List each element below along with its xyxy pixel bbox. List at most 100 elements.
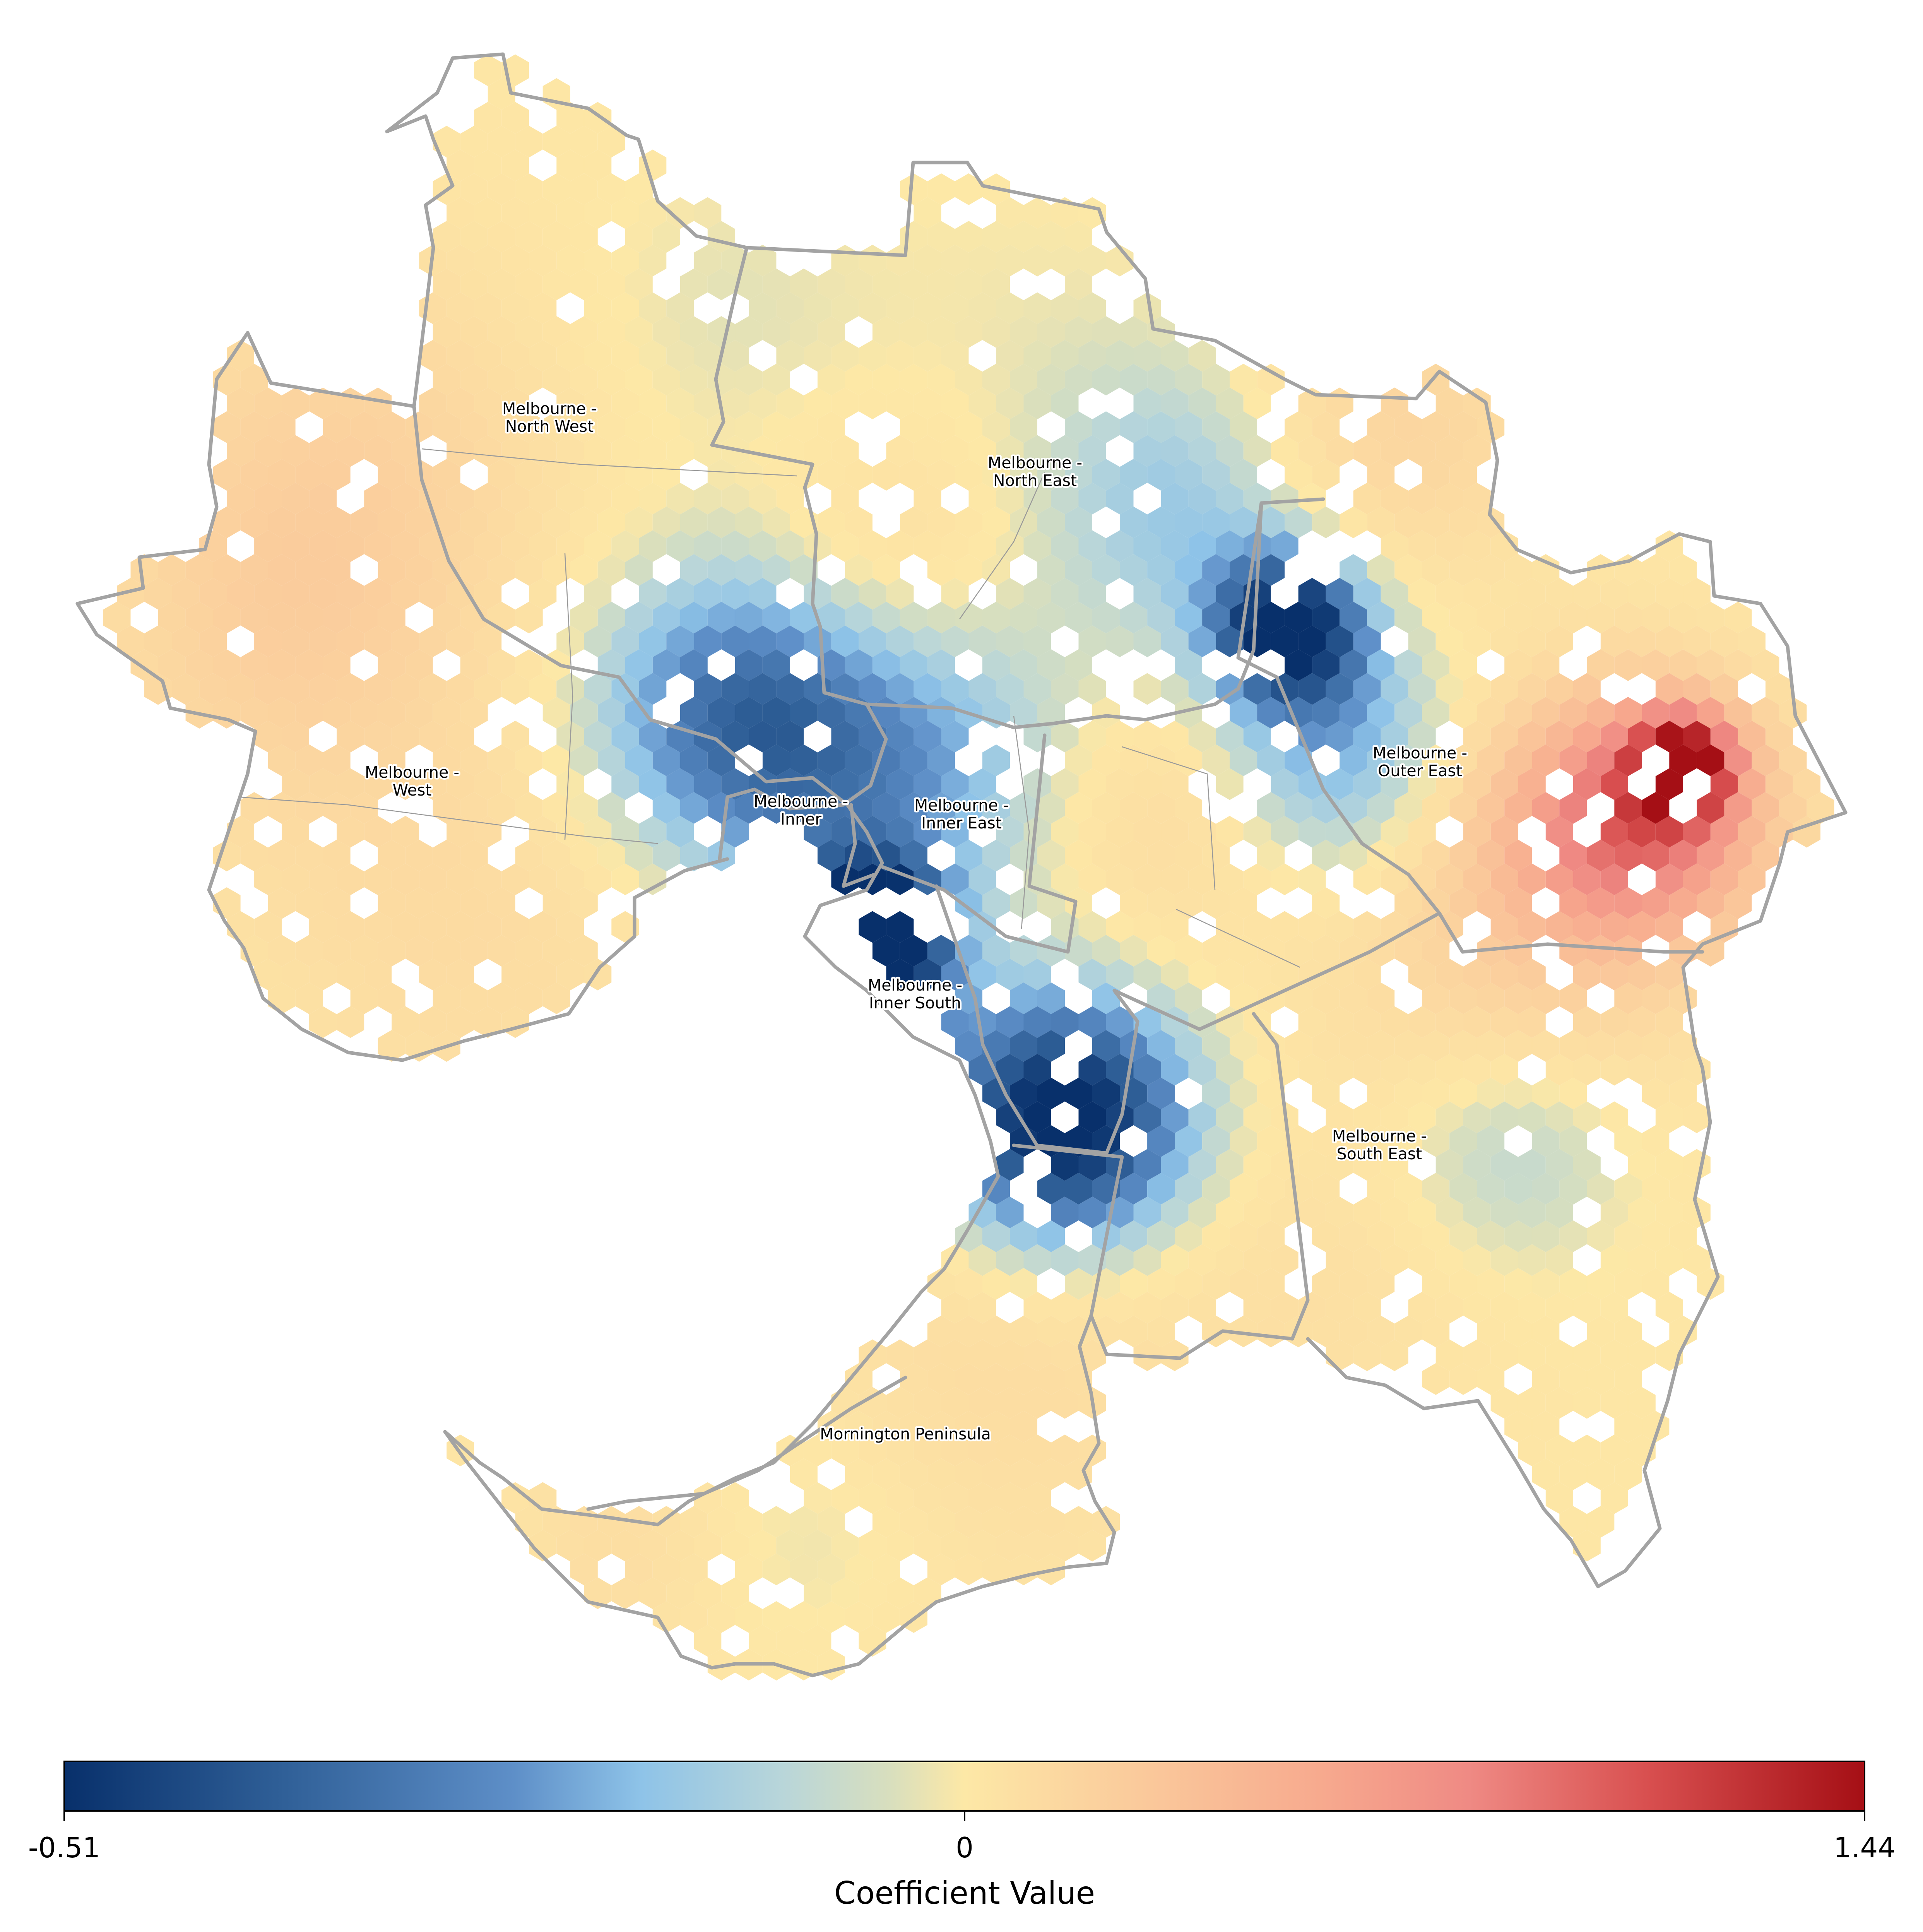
- hex-cell: [337, 1006, 364, 1038]
- hex-cell: [460, 126, 488, 157]
- hex-cell: [968, 530, 996, 562]
- hex-cell: [542, 840, 570, 871]
- hex-cell: [694, 1625, 722, 1657]
- hex-cell: [1449, 554, 1477, 586]
- hex-cell: [1532, 1220, 1560, 1252]
- hex-cell: [831, 1577, 859, 1609]
- hex-cell: [323, 411, 351, 443]
- hex-cell: [804, 1625, 831, 1657]
- hex-cell: [680, 554, 708, 586]
- hex-cell: [1188, 673, 1216, 705]
- hex-cell: [240, 840, 268, 871]
- hex-cell: [1449, 1268, 1477, 1300]
- hex-cell: [501, 530, 529, 562]
- hex-cell: [1394, 1030, 1422, 1062]
- hex-cell: [694, 483, 722, 515]
- hex-cell: [1669, 1316, 1697, 1347]
- hex-cell: [735, 507, 763, 538]
- hex-cell: [1023, 1387, 1051, 1419]
- hex-cell: [914, 673, 941, 705]
- hex-cell: [1161, 1149, 1189, 1181]
- hex-cell: [474, 483, 502, 515]
- hex-cell: [213, 459, 241, 491]
- hex-cell: [1367, 602, 1395, 633]
- hex-cell: [1532, 1173, 1560, 1205]
- hex-cell: [1587, 744, 1615, 776]
- hex-cell: [295, 744, 323, 776]
- hex-cell: [392, 483, 419, 515]
- hex-cell: [1065, 792, 1092, 824]
- hex-cell: [1202, 1078, 1230, 1109]
- hex-cell: [447, 530, 474, 562]
- hex-cell: [1147, 1078, 1175, 1109]
- hex-cell: [1216, 578, 1244, 610]
- hex-cell: [1408, 578, 1436, 610]
- hex-cell: [1449, 887, 1477, 919]
- hex-cell: [529, 292, 557, 324]
- hex-cell: [213, 649, 241, 681]
- hex-cell: [1422, 887, 1450, 919]
- hex-cell: [1765, 673, 1793, 705]
- hex-cell: [1532, 697, 1560, 729]
- hex-cell: [1463, 863, 1491, 895]
- hex-cell: [1285, 982, 1312, 1014]
- hex-cell: [1435, 530, 1463, 562]
- hex-cell: [1175, 982, 1203, 1014]
- hex-cell: [1738, 863, 1766, 895]
- hex-cell: [447, 387, 474, 419]
- hex-cell: [584, 1530, 612, 1562]
- hex-cell: [1669, 887, 1697, 919]
- hex-cell: [378, 411, 405, 443]
- hex-cell: [1065, 602, 1092, 633]
- hex-cell: [378, 744, 405, 776]
- hex-cell: [1449, 507, 1477, 538]
- hex-cell: [914, 1577, 941, 1609]
- hex-cell: [1051, 340, 1079, 372]
- hex-cell: [886, 1434, 914, 1467]
- hex-cell: [542, 792, 570, 824]
- hex-cell: [652, 840, 680, 871]
- hex-cell: [1175, 459, 1203, 491]
- hex-cell: [1037, 602, 1065, 633]
- hex-cell: [886, 292, 914, 324]
- hex-cell: [1133, 911, 1161, 943]
- hex-cell: [955, 459, 982, 491]
- hex-cell: [1078, 483, 1106, 515]
- hex-cell: [1271, 816, 1299, 848]
- hex-cell: [996, 1244, 1024, 1276]
- hex-cell: [941, 387, 969, 419]
- hex-cell: [955, 1363, 982, 1395]
- hex-cell: [900, 1411, 927, 1443]
- hex-cell: [707, 507, 735, 538]
- hex-cell: [474, 54, 502, 86]
- hex-cell: [1023, 340, 1051, 372]
- hex-cell: [872, 935, 900, 967]
- hex-cell: [501, 102, 529, 134]
- hex-cell: [337, 435, 364, 467]
- hex-cell: [1037, 649, 1065, 681]
- hex-cell: [1367, 411, 1395, 443]
- hex-cell: [1367, 1030, 1395, 1062]
- hex-cell: [515, 316, 543, 348]
- hex-cell: [1504, 1220, 1532, 1252]
- hex-cell: [570, 840, 598, 871]
- hex-cell: [996, 673, 1024, 705]
- hex-cell: [996, 1149, 1024, 1181]
- hex-cell: [1010, 649, 1037, 681]
- hex-cell: [1394, 1316, 1422, 1347]
- hex-cell: [817, 840, 845, 871]
- hex-cell: [1408, 1054, 1436, 1086]
- hex-cell: [1051, 1006, 1079, 1038]
- hex-cell: [1408, 958, 1436, 991]
- hex-cell: [886, 816, 914, 848]
- hex-cell: [1573, 673, 1601, 705]
- hex-cell: [1504, 602, 1532, 633]
- hex-cell: [1477, 744, 1505, 776]
- hex-cell: [900, 935, 927, 967]
- hex-cell: [968, 245, 996, 277]
- hex-cell: [1669, 1173, 1697, 1205]
- hex-cell: [240, 364, 268, 395]
- hex-cell: [1559, 602, 1587, 633]
- hex-cell: [1490, 958, 1518, 991]
- hex-cell: [790, 1506, 818, 1538]
